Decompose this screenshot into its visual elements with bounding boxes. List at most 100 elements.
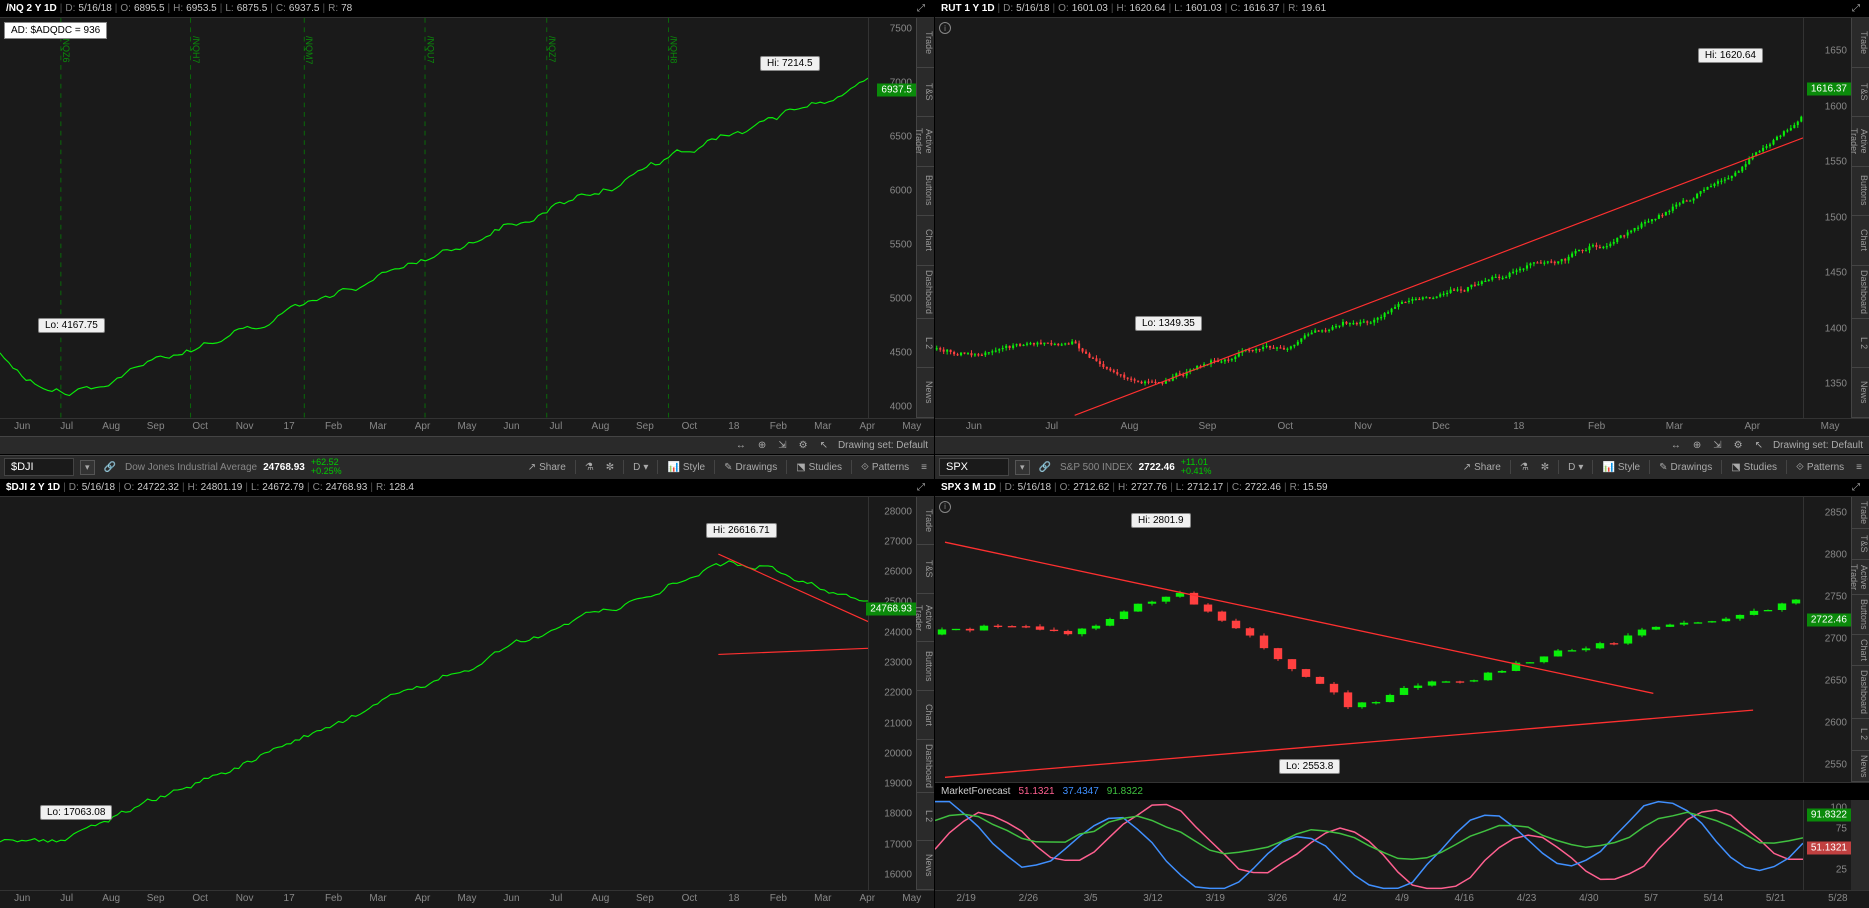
hi-callout: Hi: 7214.5 <box>760 56 820 71</box>
expand-icon[interactable]: ⤢ <box>1849 3 1863 14</box>
last-price: 24768.93 <box>263 462 305 473</box>
sidebar-nq: TradeT&SActive TraderButtonsChartDashboa… <box>916 18 934 418</box>
symbol: /NQ 2 Y 1D <box>6 3 57 14</box>
hi-callout: Hi: 26616.71 <box>706 523 777 538</box>
sidebar-tab-trade[interactable]: Trade <box>917 18 934 68</box>
expand-icon[interactable]: ⤢ <box>914 482 928 493</box>
indicator-chart[interactable]: 10075502591.832251.1321 <box>935 800 1869 890</box>
y-axis-nq: 750070006500600055005000450040006937.5 <box>868 18 916 418</box>
info-bar-rut: RUT 1 Y 1D | D:5/16/18 | O:1601.03 | H:1… <box>935 0 1869 18</box>
drawings-button[interactable]: ✎ Drawings <box>721 462 780 473</box>
sidebar-tab-l2[interactable]: L 2 <box>1852 719 1869 750</box>
sidebar-tab-chart[interactable]: Chart <box>917 216 934 266</box>
flask-icon[interactable]: ⚗ <box>582 462 597 473</box>
chart-plot-nq[interactable]: /NQZ6/NQH7/NQM7/NQU7/NQZ7/NQH8 Hi: 7214.… <box>0 18 868 418</box>
sidebar-tab-trade[interactable]: Trade <box>917 497 934 546</box>
chart-plot-rut[interactable]: i Hi: 1620.64 Lo: 1349.35 <box>935 18 1803 418</box>
symbol-input[interactable] <box>939 458 1009 476</box>
lo-callout: Lo: 2553.8 <box>1279 759 1340 774</box>
share-button[interactable]: ↗ Share <box>525 462 569 473</box>
y-axis-dji: 2800027000260002500024000230002200021000… <box>868 497 916 891</box>
info-icon[interactable]: i <box>939 22 951 34</box>
sidebar-tab-chart[interactable]: Chart <box>1852 216 1869 266</box>
symbol-desc: S&P 500 INDEX <box>1060 462 1133 473</box>
sidebar-tab-news[interactable]: News <box>1852 751 1869 783</box>
sidebar-tab-chart[interactable]: Chart <box>917 691 934 740</box>
symbol-dropdown[interactable]: ▾ <box>80 460 95 475</box>
sidebar-tab-activetrader[interactable]: Active Trader <box>1852 560 1869 595</box>
sidebar-tab-dashboard[interactable]: Dashboard <box>917 266 934 319</box>
symbol-dropdown[interactable]: ▾ <box>1015 460 1030 475</box>
tool-zoom-icon[interactable]: ⊕ <box>1691 440 1703 451</box>
sidebar-tab-activetrader[interactable]: Active Trader <box>917 594 934 643</box>
sidebar-tab-ts[interactable]: T&S <box>1852 529 1869 560</box>
link-icon[interactable]: 🔗 <box>101 462 119 473</box>
tool-collapse-icon[interactable]: ⇲ <box>1711 440 1723 451</box>
tool-move-icon[interactable]: ↔ <box>734 440 748 451</box>
style-button[interactable]: 📊 Style <box>1599 462 1643 473</box>
link-icon[interactable]: 🔗 <box>1036 462 1054 473</box>
footer-nq: ↔ ⊕ ⇲ ⚙ ↖ Drawing set: Default <box>0 436 934 454</box>
studies-button[interactable]: ⬔ Studies <box>793 462 845 473</box>
chart-plot-dji[interactable]: Hi: 26616.71 Lo: 17063.08 <box>0 497 868 891</box>
share-button[interactable]: ↗ Share <box>1460 462 1504 473</box>
x-axis-spx: 2/192/263/53/123/193/264/24/94/164/234/3… <box>935 890 1869 908</box>
expand-icon[interactable]: ⤢ <box>1849 482 1863 493</box>
sidebar-tab-buttons[interactable]: Buttons <box>917 642 934 691</box>
sidebar-tab-activetrader[interactable]: Active Trader <box>917 117 934 167</box>
settings-icon[interactable]: ✼ <box>603 462 617 473</box>
patterns-button[interactable]: ⟐ Patterns <box>858 462 912 473</box>
settings-icon[interactable]: ✼ <box>1538 462 1552 473</box>
tool-collapse-icon[interactable]: ⇲ <box>776 440 788 451</box>
studies-button[interactable]: ⬔ Studies <box>1728 462 1780 473</box>
sidebar-tab-l2[interactable]: L 2 <box>917 793 934 842</box>
patterns-button[interactable]: ⟐ Patterns <box>1793 462 1847 473</box>
y-axis-rut: 16501600155015001450140013501616.37 <box>1803 18 1851 418</box>
tool-settings-icon[interactable]: ⚙ <box>797 440 810 451</box>
drawing-set-label[interactable]: Drawing set: Default <box>838 440 928 451</box>
tool-zoom-icon[interactable]: ⊕ <box>756 440 768 451</box>
expand-icon[interactable]: ⤢ <box>914 3 928 14</box>
drawings-button[interactable]: ✎ Drawings <box>1656 462 1715 473</box>
chart-plot-spx[interactable]: i Hi: 2801.9 Lo: 2553.8 <box>935 497 1803 783</box>
sidebar-tab-ts[interactable]: T&S <box>1852 68 1869 118</box>
tool-cursor-icon[interactable]: ↖ <box>1753 440 1765 451</box>
style-button[interactable]: 📊 Style <box>664 462 708 473</box>
sidebar-tab-buttons[interactable]: Buttons <box>1852 595 1869 635</box>
ad-indicator: AD: $ADQDC = 936 <box>4 22 107 39</box>
sidebar-tab-dashboard[interactable]: Dashboard <box>1852 666 1869 719</box>
tool-cursor-icon[interactable]: ↖ <box>818 440 830 451</box>
toolbar-dji: ▾ 🔗 Dow Jones Industrial Average 24768.9… <box>0 455 934 479</box>
symbol: RUT 1 Y 1D <box>941 3 995 14</box>
sidebar-tab-trade[interactable]: Trade <box>1852 18 1869 68</box>
sidebar-tab-news[interactable]: News <box>1852 368 1869 418</box>
panel-rut: RUT 1 Y 1D | D:5/16/18 | O:1601.03 | H:1… <box>935 0 1869 454</box>
timeframe-button[interactable]: D ▾ <box>1565 462 1586 473</box>
lo-callout: Lo: 4167.75 <box>38 318 105 333</box>
flask-icon[interactable]: ⚗ <box>1517 462 1532 473</box>
sidebar-tab-chart[interactable]: Chart <box>1852 635 1869 666</box>
sidebar-tab-dashboard[interactable]: Dashboard <box>917 740 934 793</box>
sidebar-tab-ts[interactable]: T&S <box>917 68 934 118</box>
menu-icon[interactable]: ≡ <box>1853 462 1865 473</box>
sidebar-tab-dashboard[interactable]: Dashboard <box>1852 266 1869 319</box>
price-change-pct: +0.41% <box>1181 467 1212 476</box>
menu-icon[interactable]: ≡ <box>918 462 930 473</box>
hi-callout: Hi: 2801.9 <box>1131 513 1191 528</box>
sidebar-tab-news[interactable]: News <box>917 841 934 890</box>
sidebar-tab-news[interactable]: News <box>917 368 934 418</box>
x-axis-rut: JunJulAugSepOctNovDec18FebMarAprMay <box>935 418 1869 436</box>
sidebar-tab-l2[interactable]: L 2 <box>917 319 934 369</box>
symbol-input[interactable] <box>4 458 74 476</box>
sidebar-tab-l2[interactable]: L 2 <box>1852 319 1869 369</box>
sidebar-tab-buttons[interactable]: Buttons <box>917 167 934 217</box>
timeframe-button[interactable]: D ▾ <box>630 462 651 473</box>
info-icon[interactable]: i <box>939 501 951 513</box>
sidebar-tab-ts[interactable]: T&S <box>917 545 934 594</box>
tool-move-icon[interactable]: ↔ <box>1669 440 1683 451</box>
sidebar-tab-trade[interactable]: Trade <box>1852 497 1869 529</box>
sidebar-tab-activetrader[interactable]: Active Trader <box>1852 117 1869 167</box>
drawing-set-label[interactable]: Drawing set: Default <box>1773 440 1863 451</box>
tool-settings-icon[interactable]: ⚙ <box>1732 440 1745 451</box>
sidebar-tab-buttons[interactable]: Buttons <box>1852 167 1869 217</box>
